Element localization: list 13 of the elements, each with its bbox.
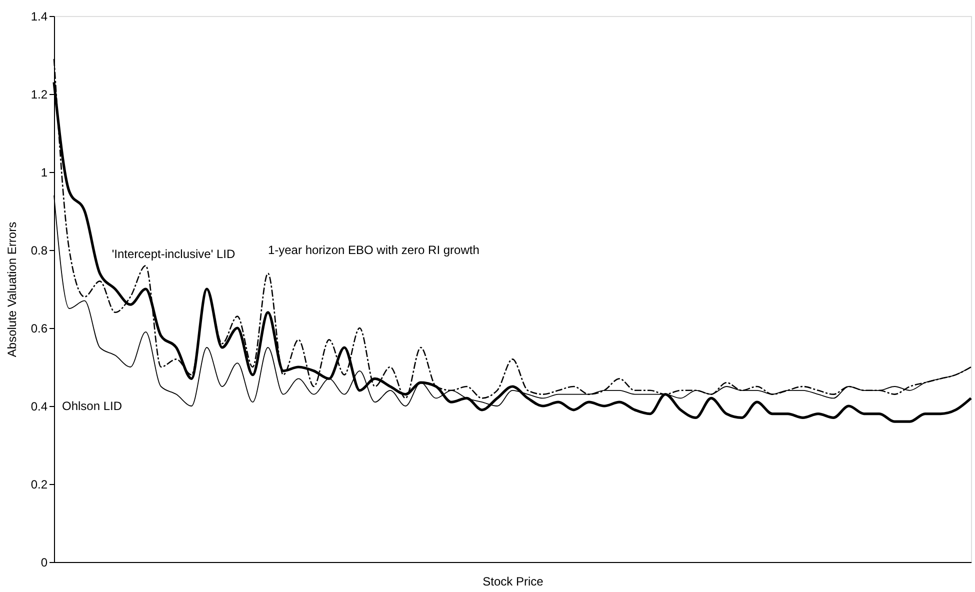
x-axis-title: Stock Price xyxy=(482,574,544,588)
y-tick-label: 0 xyxy=(40,556,48,570)
text: Ohlson LID xyxy=(62,399,122,413)
y-tick-label: 1 xyxy=(40,166,48,180)
y-tick-label: 1.2 xyxy=(30,88,48,102)
y-tick-label: 1.4 xyxy=(30,10,48,24)
y-tick-label: 0.8 xyxy=(30,244,48,258)
y-tick-label: 0.6 xyxy=(30,322,48,336)
y-tick-label: 0.4 xyxy=(30,400,48,414)
series-label: 'Intercept-inclusive' LID xyxy=(112,246,236,261)
series-label: 1-year horizon EBO with zero RI growth xyxy=(268,243,480,257)
y-tick-label: 0.2 xyxy=(30,478,48,492)
y-axis-title: Absolute Valuation Errors xyxy=(4,222,19,358)
